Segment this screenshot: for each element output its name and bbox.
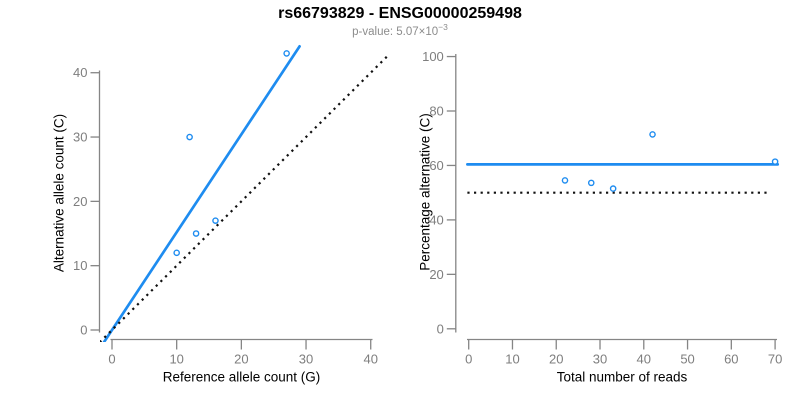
data-point <box>192 230 200 237</box>
x-tick-label: 10 <box>169 352 183 367</box>
x-tick-label: 0 <box>108 352 115 367</box>
y-tick-label: 0 <box>80 323 87 338</box>
x-tick-label: 50 <box>680 352 694 367</box>
data-point <box>561 177 569 184</box>
y-tick-label: 30 <box>73 130 87 145</box>
y-axis-title: Alternative allele count (C) <box>52 114 67 272</box>
data-point <box>186 133 193 141</box>
x-tick-label: 60 <box>724 352 738 367</box>
x-axis-title: Total number of reads <box>557 370 688 385</box>
data-point <box>283 50 290 57</box>
x-axis-title: Reference allele count (G) <box>163 370 321 385</box>
fitted-ratio-line <box>102 44 301 342</box>
right-scatter-panel: 0 10 20 30 40 50 60 70 0 20 40 60 80 100 Total number … <box>418 49 783 384</box>
y-tick-label: 20 <box>429 267 443 282</box>
y-tick-label: 100 <box>422 49 444 64</box>
x-tick-label: 10 <box>505 352 519 367</box>
identity-line <box>100 53 388 342</box>
p-value-text: p-value: 5.07×10 <box>352 26 439 38</box>
data-point <box>609 185 617 192</box>
y-tick-label: 0 <box>437 321 444 336</box>
x-tick-label: 30 <box>593 352 607 367</box>
figure-subtitle: p-value: 5.07×10−3 <box>0 23 800 38</box>
x-tick-label: 20 <box>549 352 563 367</box>
figure-title: rs66793829 - ENSG00000259498 <box>278 5 522 22</box>
x-tick-label: 20 <box>234 352 248 367</box>
x-tick-label: 70 <box>768 352 782 367</box>
y-tick-label: 60 <box>429 158 443 173</box>
x-tick-label: 40 <box>363 352 377 367</box>
x-tick-label: 30 <box>299 352 313 367</box>
data-point <box>649 131 656 138</box>
data-point <box>173 249 180 257</box>
y-tick-label: 40 <box>73 65 87 80</box>
data-point <box>771 158 779 165</box>
y-tick-label: 40 <box>429 212 443 227</box>
y-axis-title: Percentage alternative (C) <box>418 113 433 271</box>
data-point <box>587 179 595 187</box>
data-point <box>212 217 219 224</box>
x-tick-label: 40 <box>637 352 651 367</box>
y-tick-label: 20 <box>73 194 87 209</box>
left-scatter-panel: 0 10 20 30 40 0 10 20 30 40 Reference allele count… <box>52 44 388 385</box>
x-tick-label: 0 <box>465 352 472 367</box>
y-tick-label: 10 <box>73 258 87 273</box>
p-value-exponent: −3 <box>438 22 448 33</box>
y-tick-label: 80 <box>429 104 443 119</box>
